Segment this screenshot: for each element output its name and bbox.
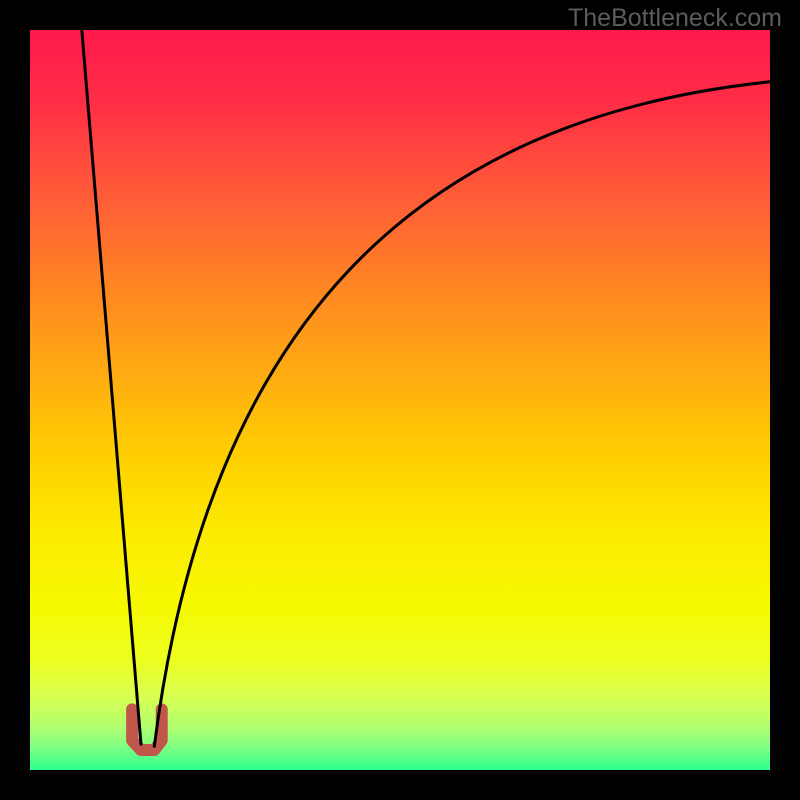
left-branch-curve [82,30,141,744]
stage: TheBottleneck.com [0,0,800,800]
watermark-text: TheBottleneck.com [568,4,782,33]
plot-area [30,30,770,770]
right-branch-curve [154,82,770,747]
curve-layer [30,30,770,770]
